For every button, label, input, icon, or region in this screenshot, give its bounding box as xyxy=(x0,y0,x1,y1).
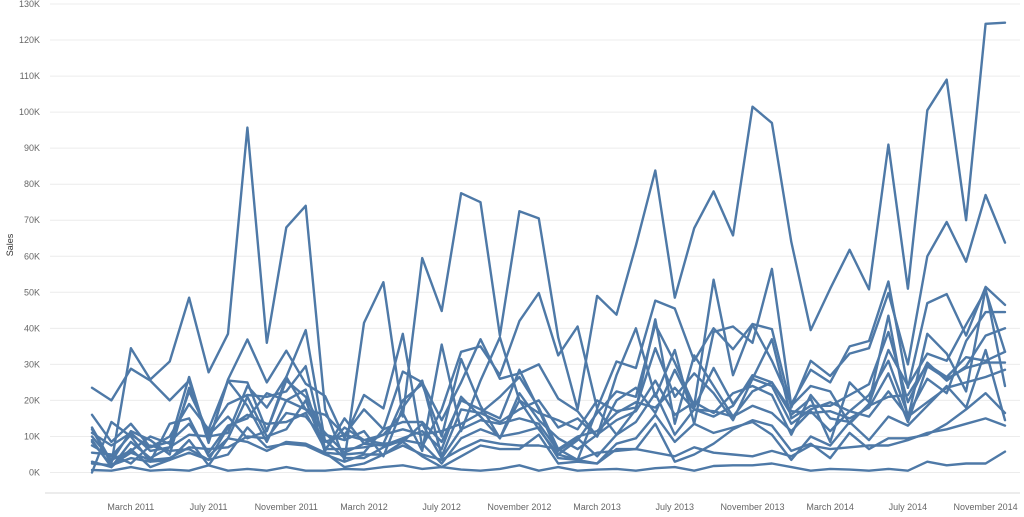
series-line xyxy=(90,348,1007,467)
y-tick-label: 40K xyxy=(24,323,40,333)
y-tick-label: 10K xyxy=(24,431,40,441)
x-tick-label: March 2013 xyxy=(573,502,621,512)
y-tick-label: 110K xyxy=(20,71,40,81)
series-line xyxy=(90,267,1007,449)
series-line xyxy=(90,417,1007,467)
x-tick-label: July 2014 xyxy=(889,502,928,512)
series-line xyxy=(90,287,1007,462)
y-tick-label: 100K xyxy=(19,107,40,117)
y-tick-label: 30K xyxy=(24,359,40,369)
y-tick-label: 50K xyxy=(24,287,40,297)
y-tick-label: 90K xyxy=(24,143,40,153)
x-tick-label: July 2011 xyxy=(190,502,228,512)
y-tick-label: 20K xyxy=(24,395,40,405)
x-tick-label: November 2014 xyxy=(954,502,1018,512)
series-line xyxy=(90,368,1007,465)
y-tick-label: 80K xyxy=(24,179,40,189)
y-tick-label: 70K xyxy=(24,215,40,225)
x-axis-ticks: March 2011 July 2011 November 2011 March 20… xyxy=(107,502,1017,512)
x-tick-label: November 2012 xyxy=(487,502,551,512)
gridlines xyxy=(50,3,1020,473)
y-tick-label: 130K xyxy=(19,0,40,9)
series-line xyxy=(90,310,1007,463)
y-tick-label: 120K xyxy=(19,35,40,45)
series-line xyxy=(90,21,1007,465)
x-tick-label: March 2014 xyxy=(806,502,854,512)
y-tick-label: 0K xyxy=(29,468,40,478)
series-lines xyxy=(90,21,1007,474)
series-line xyxy=(90,193,1007,448)
series-line xyxy=(90,450,1007,472)
y-tick-label: 60K xyxy=(24,251,40,261)
x-tick-label: July 2012 xyxy=(422,502,461,512)
x-tick-label: November 2011 xyxy=(255,502,318,512)
series-line xyxy=(90,392,1007,469)
x-tick-label: July 2013 xyxy=(656,502,695,512)
y-axis-title: Sales xyxy=(5,233,15,256)
y-axis-ticks: 0K 10K 20K 30K 40K 50K 60K 70K 80K 90K 100K 110K 120… xyxy=(19,0,40,478)
x-tick-label: March 2011 xyxy=(107,502,154,512)
x-tick-label: March 2012 xyxy=(340,502,388,512)
x-tick-label: November 2013 xyxy=(720,502,784,512)
series-line xyxy=(90,350,1007,458)
